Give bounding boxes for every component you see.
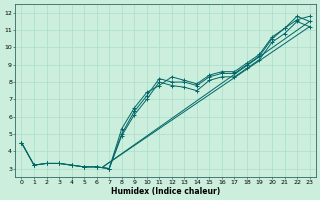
X-axis label: Humidex (Indice chaleur): Humidex (Indice chaleur): [111, 187, 220, 196]
